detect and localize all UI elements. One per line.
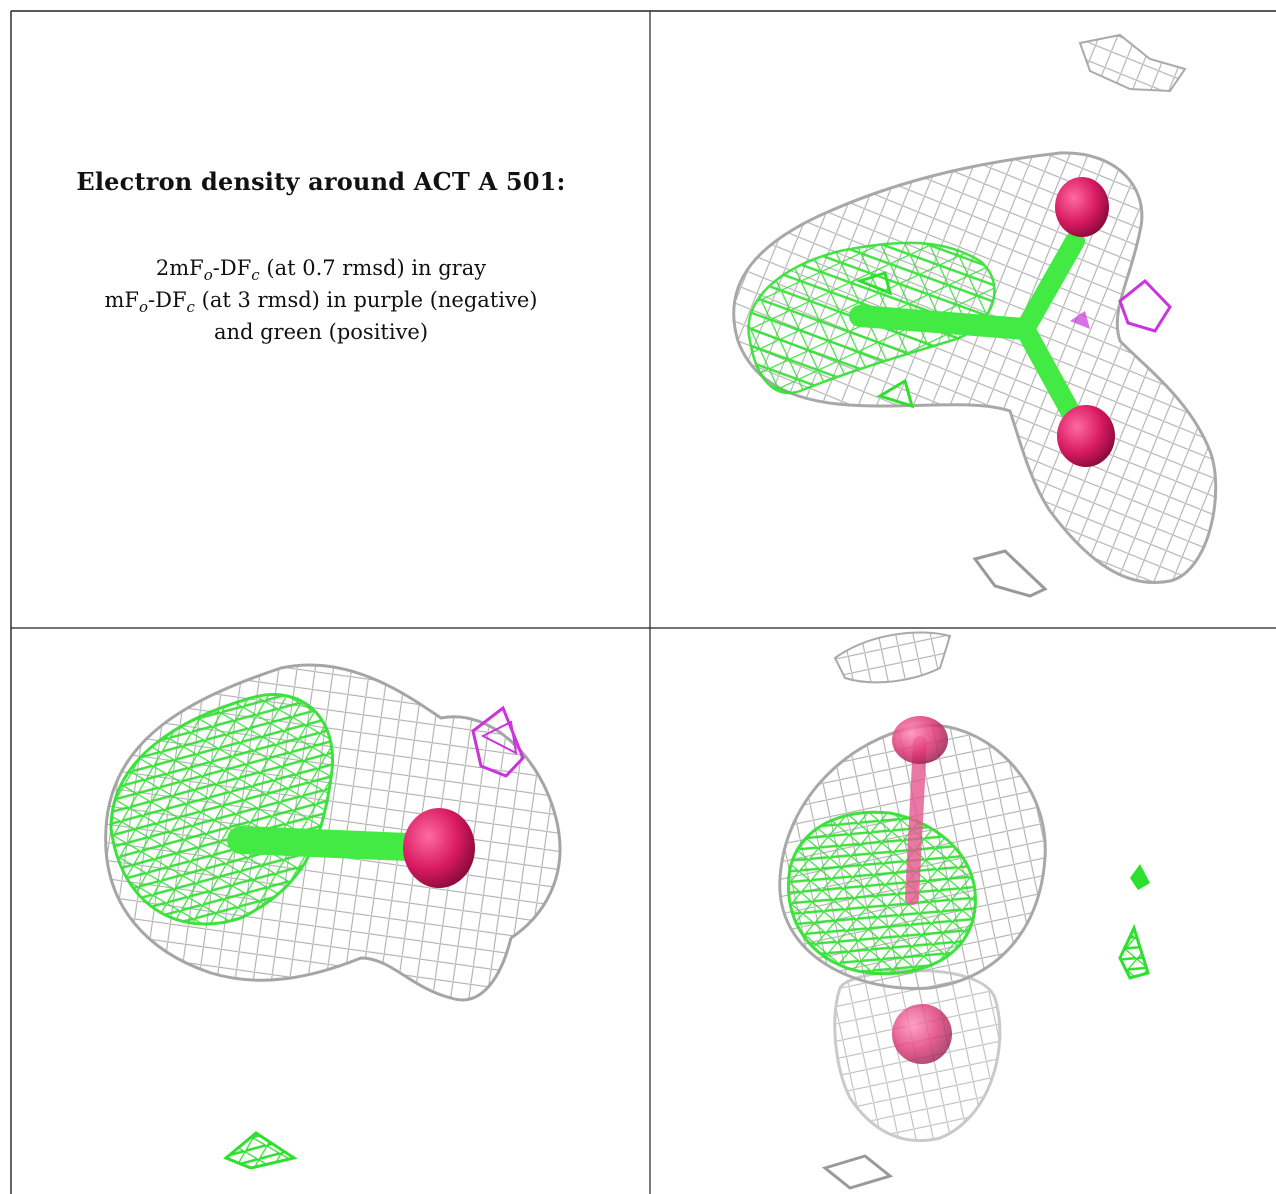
oxygen-atom [892, 716, 948, 764]
green-fragment [1130, 864, 1150, 890]
green-positive-density [787, 810, 977, 976]
map2-df: -DF [148, 288, 187, 312]
density-view-1-image [732, 33, 1218, 598]
caption-title: Electron density around ACT A 501: [76, 167, 566, 196]
density-view-top-right [650, 11, 1276, 627]
map1-description: (at 0.7 rmsd) in gray [259, 256, 487, 280]
purple-negative-density [471, 705, 525, 778]
purple-negative-density [480, 720, 518, 755]
green-fragment [876, 378, 915, 409]
oxygen-atom [892, 1004, 952, 1064]
map2-description: (at 3 rmsd) in purple (negative) [194, 288, 538, 312]
map1-df: -DF [212, 256, 252, 280]
caption-map1-line: 2mFo-DFc (at 0.7 rmsd) in gray [11, 252, 631, 284]
map1-sub-o: o [203, 266, 213, 284]
map2-prefix: mF [104, 288, 139, 312]
density-view-bottom-left [11, 628, 650, 1194]
carbon-bond [849, 305, 1036, 340]
carbon-bond [227, 826, 445, 862]
density-view-2-image [104, 663, 562, 1170]
green-fragment [1118, 923, 1150, 980]
figure-caption: Electron density around ACT A 501: 2mFo-… [11, 167, 631, 348]
carbon-bond [1015, 231, 1085, 339]
map1-prefix: 2mF [155, 256, 204, 280]
oxygen-atom [403, 808, 475, 888]
caption-map2-line3: and green (positive) [213, 320, 429, 344]
map2-sub-o: o [139, 298, 149, 316]
green-positive-density [109, 693, 334, 926]
green-fragment [855, 271, 893, 296]
green-fragment [223, 1131, 298, 1170]
density-view-3-image [778, 631, 1150, 1190]
mesh-fragment [833, 631, 952, 684]
caption-map2-line: mFo-DFc (at 3 rmsd) in purple (negative) [11, 284, 631, 316]
caption-cell: Electron density around ACT A 501: 2mFo-… [11, 11, 650, 627]
purple-negative-density [1118, 278, 1172, 333]
oxygen-atom [1055, 177, 1109, 237]
mesh-fragment [1078, 33, 1187, 93]
carbon-bond [1015, 319, 1080, 421]
purple-negative-density [1070, 311, 1090, 329]
map2-sub-c: c [186, 298, 195, 316]
oxygen-atom [1057, 405, 1115, 467]
carbon-bond [905, 736, 927, 905]
map1-sub-c: c [251, 266, 260, 284]
mesh-fragment [821, 1154, 894, 1190]
mesh-fragment [972, 549, 1048, 598]
density-view-bottom-right [650, 628, 1276, 1194]
